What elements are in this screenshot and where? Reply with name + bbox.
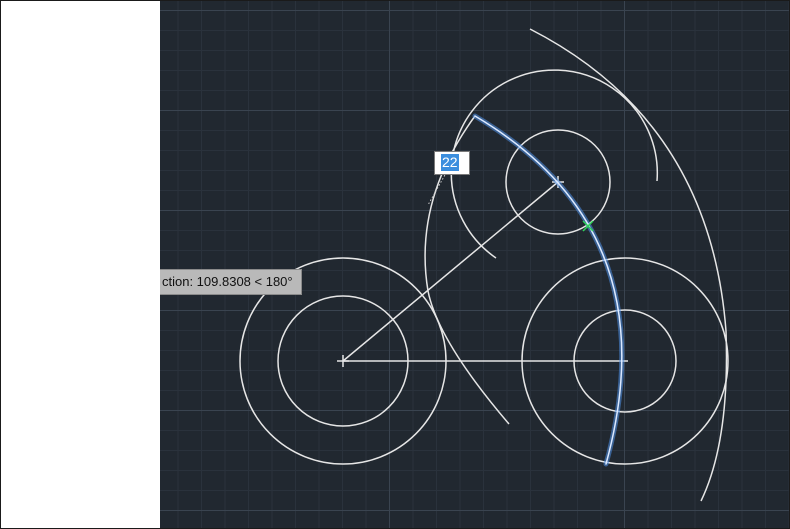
model-space-canvas[interactable]: ction: 109.8308 < 180° 22 [160, 1, 789, 528]
tooltip-text: ction: 109.8308 < 180° [162, 274, 293, 289]
diagonal-construction-line[interactable] [342, 181, 559, 362]
snap-marker-icon [582, 220, 594, 232]
drawing-geometry [239, 28, 729, 502]
dynamic-input-field[interactable]: 22 [434, 151, 470, 175]
top-outer-arc[interactable] [450, 69, 659, 259]
dynamic-input-value: 22 [441, 154, 459, 171]
selected-arc-glow [472, 113, 625, 467]
top-inner-circle[interactable] [505, 129, 611, 235]
left-blank-panel [1, 1, 160, 528]
selected-arc[interactable] [474, 115, 623, 465]
command-tooltip: ction: 109.8308 < 180° [160, 269, 302, 295]
outer-tangent-arc[interactable] [529, 28, 728, 502]
